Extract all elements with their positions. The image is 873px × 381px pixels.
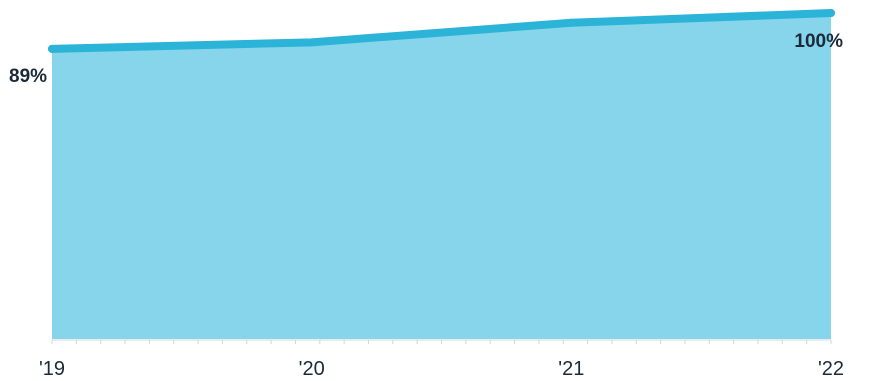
line-layer	[48, 9, 835, 53]
data-point	[827, 9, 835, 17]
area-fill	[52, 13, 831, 339]
data-point	[48, 44, 56, 53]
label-layer: 89% 100%	[9, 31, 843, 87]
data-point	[307, 38, 316, 47]
data-label: 100%	[794, 31, 843, 52]
area-layer	[52, 13, 831, 339]
data-point	[567, 18, 576, 27]
x-tick-label: '19	[39, 358, 65, 380]
x-axis: '19 '20 '21 '22	[39, 339, 844, 380]
series-line	[48, 9, 835, 53]
x-tick-label: '21	[558, 358, 584, 380]
x-tick-label: '20	[299, 358, 325, 380]
x-tick-label: '22	[818, 358, 844, 380]
data-label: 89%	[9, 66, 47, 87]
